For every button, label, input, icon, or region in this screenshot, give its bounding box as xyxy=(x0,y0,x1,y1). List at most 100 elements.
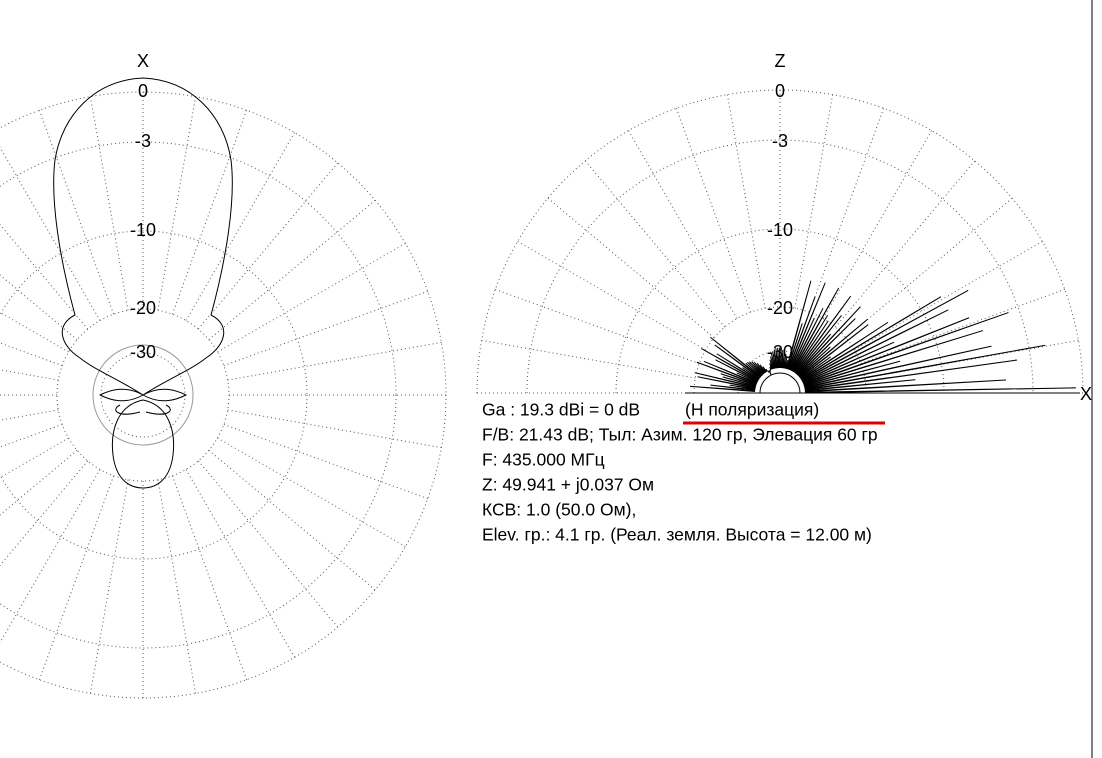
spike xyxy=(720,373,757,387)
spike xyxy=(801,290,969,382)
spike xyxy=(773,349,778,369)
spike xyxy=(747,362,763,377)
radial xyxy=(171,110,248,315)
radial xyxy=(0,437,69,479)
spike xyxy=(772,351,777,369)
spike xyxy=(782,353,787,369)
spike xyxy=(716,353,760,381)
spike xyxy=(759,364,767,374)
info-line: F: 435.000 МГц xyxy=(482,450,605,470)
spike xyxy=(786,323,803,370)
radial xyxy=(227,409,442,449)
spike xyxy=(777,347,780,369)
spike xyxy=(771,353,776,369)
spike xyxy=(765,368,768,372)
spike xyxy=(804,359,1018,391)
radial xyxy=(223,423,428,500)
radial xyxy=(38,110,115,315)
spike xyxy=(710,336,761,378)
radial xyxy=(547,197,715,339)
radial xyxy=(481,339,696,379)
side-axis-label: X xyxy=(1080,384,1092,404)
azimuth-plot: X 0 -3 -10 -20 -30 xyxy=(0,51,447,699)
spike xyxy=(762,366,768,373)
spike xyxy=(769,366,772,370)
spike xyxy=(788,282,826,371)
gain-text: Ga : 19.3 dBi = 0 dB xyxy=(482,400,640,420)
spike xyxy=(689,385,756,392)
radial xyxy=(628,130,738,319)
spike xyxy=(803,312,1009,386)
spike xyxy=(751,361,764,375)
ring-label: -30 xyxy=(130,342,156,362)
spike xyxy=(694,372,756,388)
spike xyxy=(793,320,829,373)
spike xyxy=(781,351,785,369)
spike xyxy=(769,369,771,372)
inner-ring xyxy=(92,344,194,446)
spike xyxy=(696,361,757,386)
spike xyxy=(736,372,758,384)
info-line: КСВ: 1.0 (50.0 Ом), xyxy=(482,500,636,520)
radial xyxy=(808,108,885,313)
spike xyxy=(797,318,856,376)
radial xyxy=(208,199,376,341)
info-line: Z: 49.941 + j0.037 Ом xyxy=(482,475,654,495)
ring-label: -3 xyxy=(772,131,788,151)
ring-label: -10 xyxy=(130,220,156,240)
spike xyxy=(749,361,764,376)
spike xyxy=(769,363,773,370)
radial xyxy=(0,409,59,421)
spike xyxy=(798,319,868,378)
spike xyxy=(787,296,816,370)
radial xyxy=(0,274,78,341)
spike xyxy=(722,376,757,388)
spike xyxy=(790,308,824,372)
spike xyxy=(802,341,895,384)
radial xyxy=(0,423,63,448)
spike xyxy=(769,359,774,370)
radial xyxy=(185,469,295,658)
spike xyxy=(797,346,831,377)
spike xyxy=(768,370,772,376)
spike xyxy=(794,295,851,374)
spike xyxy=(703,361,758,385)
radial xyxy=(223,290,428,367)
spike xyxy=(715,359,759,383)
ring xyxy=(615,228,945,394)
spike xyxy=(754,362,765,375)
spike xyxy=(800,322,889,380)
ring-label: -10 xyxy=(767,220,793,240)
spike xyxy=(804,345,992,389)
ring-label: -20 xyxy=(130,298,156,318)
spike xyxy=(801,296,942,381)
radial xyxy=(217,437,406,547)
spike xyxy=(729,384,756,390)
spike xyxy=(795,333,831,375)
radial xyxy=(0,223,89,330)
ring xyxy=(0,230,308,560)
radial xyxy=(0,342,63,367)
radial xyxy=(157,479,197,694)
info-lines: F/B: 21.43 dB; Тыл: Азим. 120 гр, Элевац… xyxy=(482,425,878,545)
ring-label: -3 xyxy=(135,131,151,151)
spike xyxy=(802,317,970,385)
radial xyxy=(157,96,197,311)
radial xyxy=(38,475,115,680)
back-lobe xyxy=(111,399,175,489)
radial xyxy=(726,94,766,309)
ring-label: 0 xyxy=(138,81,148,101)
axis-label: Z xyxy=(775,51,786,71)
spike xyxy=(779,348,782,369)
spike xyxy=(804,344,1046,390)
side-lobes xyxy=(99,388,187,415)
radial xyxy=(517,241,706,351)
azimuth-pattern xyxy=(53,77,233,396)
radial xyxy=(0,460,89,567)
spike xyxy=(742,367,760,380)
radial xyxy=(675,108,752,313)
spike xyxy=(770,356,775,369)
radial xyxy=(208,449,376,591)
ring-label: -20 xyxy=(767,298,793,318)
